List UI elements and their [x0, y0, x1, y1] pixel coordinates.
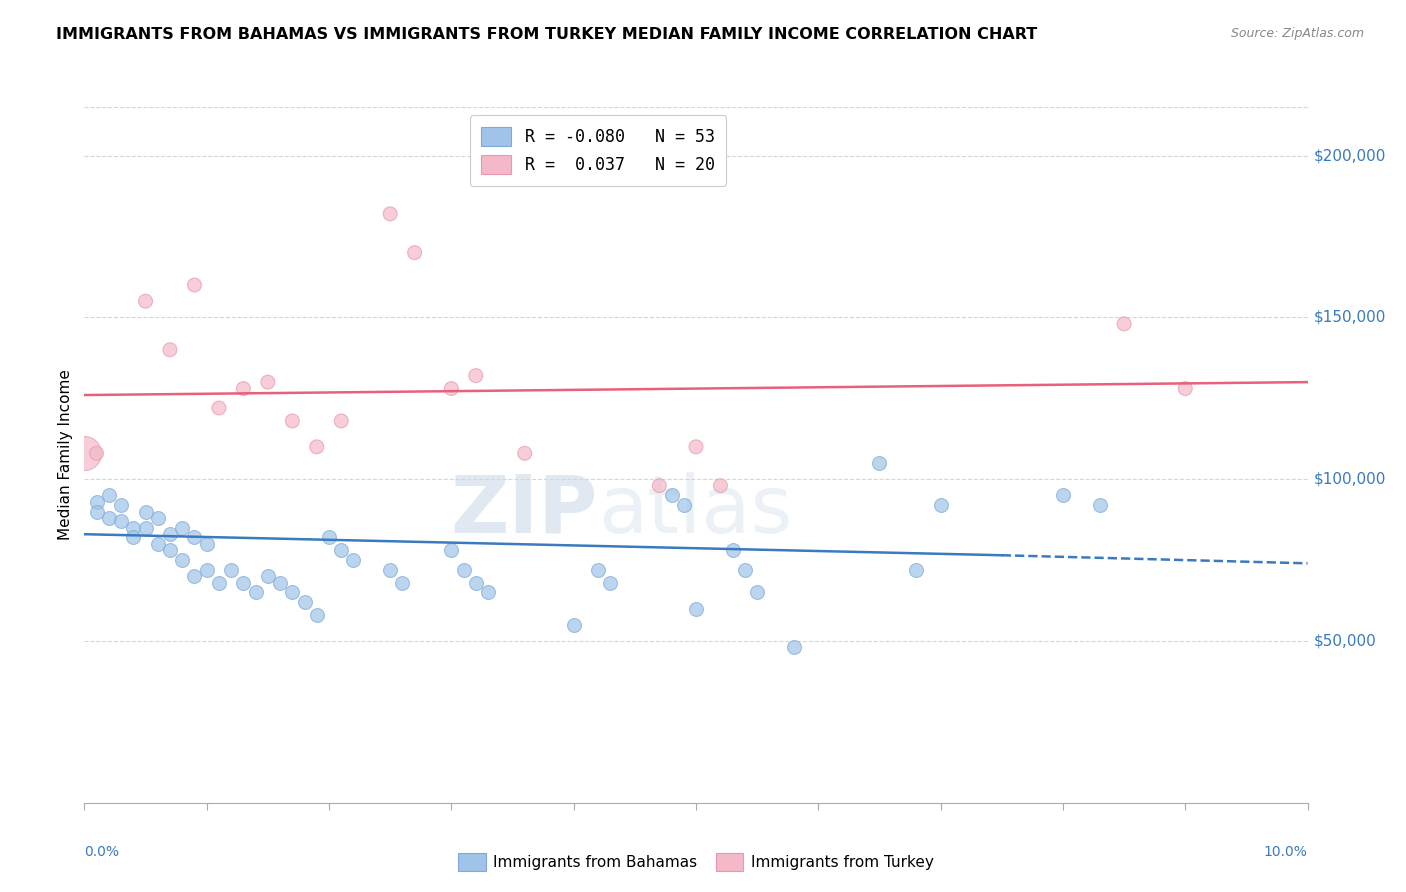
- Point: [440, 543, 463, 558]
- Point: [783, 640, 806, 655]
- Text: $150,000: $150,000: [1313, 310, 1386, 325]
- Point: [648, 478, 671, 492]
- Point: [159, 343, 181, 357]
- Point: [734, 563, 756, 577]
- Point: [599, 575, 621, 590]
- Point: [1114, 317, 1136, 331]
- Point: [73, 446, 96, 460]
- Point: [208, 401, 231, 415]
- Point: [86, 495, 108, 509]
- Point: [146, 511, 169, 525]
- Point: [391, 575, 413, 590]
- Point: [146, 537, 169, 551]
- Point: [195, 537, 218, 551]
- Point: [97, 488, 120, 502]
- Point: [281, 585, 304, 599]
- Point: [747, 585, 769, 599]
- Point: [661, 488, 683, 502]
- Point: [135, 504, 157, 518]
- Point: [672, 498, 695, 512]
- Point: [685, 440, 707, 454]
- Point: [219, 563, 242, 577]
- Point: [110, 514, 132, 528]
- Point: [1174, 382, 1197, 396]
- Point: [721, 543, 744, 558]
- Point: [183, 531, 205, 545]
- Point: [257, 569, 280, 583]
- Y-axis label: Median Family Income: Median Family Income: [58, 369, 73, 541]
- Point: [86, 504, 108, 518]
- Point: [330, 414, 353, 428]
- Point: [929, 498, 952, 512]
- Point: [183, 569, 205, 583]
- Point: [513, 446, 536, 460]
- Point: [294, 595, 316, 609]
- Point: [464, 575, 486, 590]
- Point: [869, 456, 891, 470]
- Point: [905, 563, 928, 577]
- Text: 10.0%: 10.0%: [1264, 845, 1308, 858]
- Text: Source: ZipAtlas.com: Source: ZipAtlas.com: [1230, 27, 1364, 40]
- Point: [342, 553, 364, 567]
- Point: [122, 531, 145, 545]
- Point: [245, 585, 267, 599]
- Point: [685, 601, 707, 615]
- Point: [208, 575, 231, 590]
- Point: [269, 575, 291, 590]
- Point: [404, 245, 426, 260]
- Point: [281, 414, 304, 428]
- Point: [86, 446, 108, 460]
- Point: [232, 575, 254, 590]
- Point: [709, 478, 731, 492]
- Point: [453, 563, 475, 577]
- Point: [380, 563, 402, 577]
- Point: [1052, 488, 1074, 502]
- Point: [172, 521, 194, 535]
- Point: [305, 440, 328, 454]
- Point: [477, 585, 499, 599]
- Point: [257, 375, 280, 389]
- Legend: Immigrants from Bahamas, Immigrants from Turkey: Immigrants from Bahamas, Immigrants from…: [450, 846, 942, 879]
- Point: [232, 382, 254, 396]
- Text: $200,000: $200,000: [1313, 148, 1386, 163]
- Point: [172, 553, 194, 567]
- Text: atlas: atlas: [598, 472, 793, 549]
- Point: [440, 382, 463, 396]
- Point: [464, 368, 486, 383]
- Point: [195, 563, 218, 577]
- Point: [318, 531, 340, 545]
- Point: [305, 608, 328, 623]
- Point: [380, 207, 402, 221]
- Point: [562, 617, 585, 632]
- Point: [135, 294, 157, 309]
- Text: ZIP: ZIP: [451, 472, 598, 549]
- Point: [135, 521, 157, 535]
- Point: [330, 543, 353, 558]
- Point: [110, 498, 132, 512]
- Text: $50,000: $50,000: [1313, 633, 1376, 648]
- Text: 0.0%: 0.0%: [84, 845, 120, 858]
- Point: [159, 527, 181, 541]
- Point: [183, 278, 205, 293]
- Text: IMMIGRANTS FROM BAHAMAS VS IMMIGRANTS FROM TURKEY MEDIAN FAMILY INCOME CORRELATI: IMMIGRANTS FROM BAHAMAS VS IMMIGRANTS FR…: [56, 27, 1038, 42]
- Point: [122, 521, 145, 535]
- Point: [586, 563, 609, 577]
- Point: [1088, 498, 1111, 512]
- Point: [159, 543, 181, 558]
- Text: $100,000: $100,000: [1313, 472, 1386, 487]
- Point: [97, 511, 120, 525]
